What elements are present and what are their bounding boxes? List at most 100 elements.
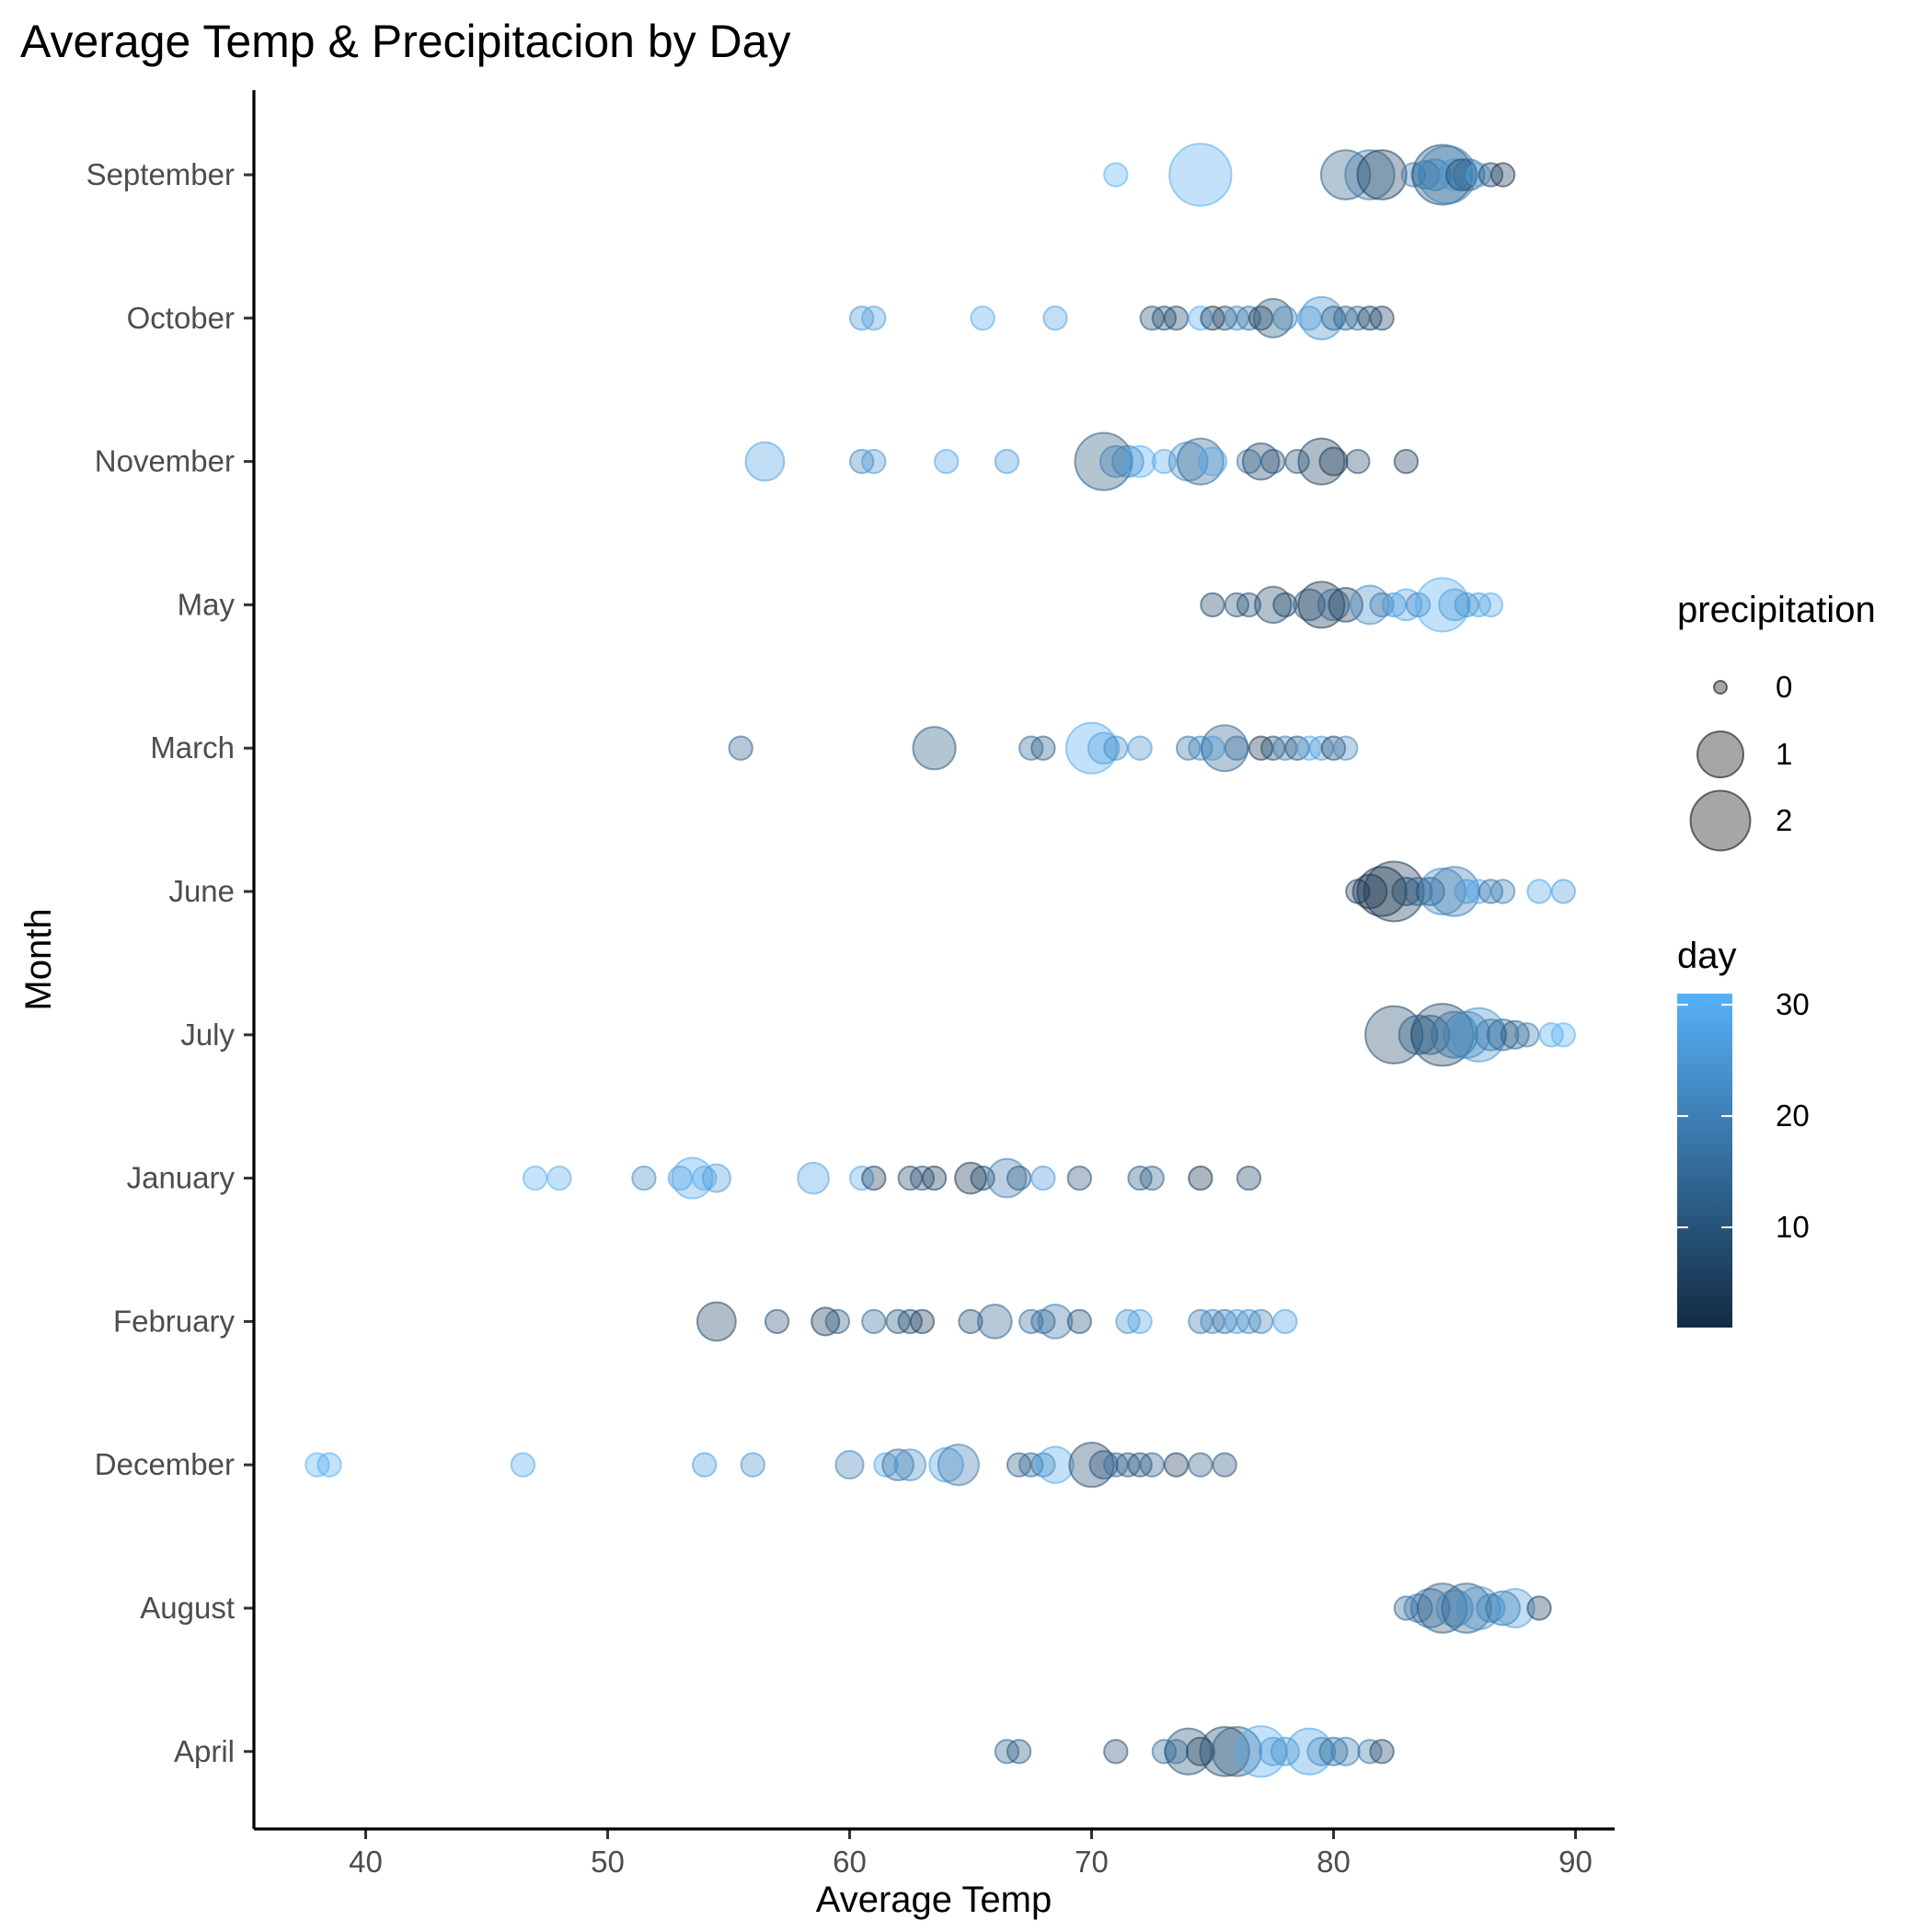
data-point xyxy=(861,448,887,475)
precipitation-legend-label: 0 xyxy=(1776,670,1792,704)
day-legend: day 10 20 30 xyxy=(1677,936,1810,1328)
data-point xyxy=(1356,149,1408,201)
data-point xyxy=(912,726,957,771)
y-axis-title: Month xyxy=(18,908,59,1010)
data-point xyxy=(1139,1165,1165,1191)
data-point xyxy=(1236,592,1262,618)
data-point xyxy=(1006,1165,1032,1191)
data-point xyxy=(1435,1589,1474,1627)
y-tick-label: October xyxy=(127,301,235,335)
data-point xyxy=(873,1452,899,1478)
data-point xyxy=(1066,1165,1093,1191)
data-point xyxy=(1098,444,1133,478)
data-point xyxy=(696,1301,737,1342)
data-point xyxy=(1293,588,1327,622)
data-point xyxy=(1127,1308,1153,1335)
y-tick-label: November xyxy=(95,444,235,478)
data-point xyxy=(1514,1022,1540,1048)
data-point xyxy=(1139,1452,1165,1478)
data-point xyxy=(701,1163,731,1193)
y-tick-label: January xyxy=(127,1161,236,1195)
data-point xyxy=(1431,1010,1478,1059)
precipitation-legend-label: 1 xyxy=(1776,737,1792,771)
data-point xyxy=(1284,448,1310,475)
data-point xyxy=(1318,446,1349,477)
data-point xyxy=(1224,735,1249,761)
x-tick-label: 50 xyxy=(591,1845,625,1879)
data-point xyxy=(1328,587,1364,623)
data-point xyxy=(692,1165,718,1191)
data-point xyxy=(881,1448,914,1482)
data-point xyxy=(1369,305,1395,331)
data-point xyxy=(1111,444,1144,478)
data-point xyxy=(1200,592,1225,618)
data-point xyxy=(934,448,960,475)
data-point xyxy=(1318,1736,1349,1766)
data-point xyxy=(1064,721,1119,775)
data-point xyxy=(1163,1452,1190,1478)
data-point xyxy=(1127,735,1153,761)
data-point xyxy=(1236,1165,1262,1191)
precipitation-legend-label: 2 xyxy=(1776,803,1792,837)
data-point xyxy=(1188,1165,1213,1191)
data-point xyxy=(1272,1308,1298,1335)
data-point xyxy=(1474,1018,1508,1052)
data-point xyxy=(1478,592,1504,618)
chart-title: Average Temp & Precipitacion by Day xyxy=(20,16,790,67)
y-tick-label: July xyxy=(180,1018,235,1052)
data-point xyxy=(824,1308,851,1335)
data-point xyxy=(1438,158,1471,191)
data-point xyxy=(861,1165,887,1191)
data-point xyxy=(1363,860,1425,923)
x-tick-label: 80 xyxy=(1317,1845,1351,1879)
data-point xyxy=(921,1165,948,1191)
data-points xyxy=(305,143,1577,1778)
data-point xyxy=(1494,1588,1535,1628)
x-tick-label: 40 xyxy=(349,1845,383,1879)
data-point xyxy=(1550,879,1577,904)
data-point xyxy=(1068,1442,1115,1489)
day-colorbar-label: 20 xyxy=(1776,1098,1810,1133)
data-point xyxy=(1485,1590,1521,1627)
data-point xyxy=(1123,444,1156,478)
day-colorbar-label: 30 xyxy=(1776,987,1810,1021)
data-point xyxy=(1188,1452,1213,1478)
data-point xyxy=(1272,305,1298,331)
data-point xyxy=(1526,1595,1552,1621)
data-point xyxy=(692,1452,718,1478)
data-point xyxy=(1526,879,1552,904)
data-point xyxy=(1297,437,1346,486)
data-point xyxy=(1260,448,1286,475)
data-point xyxy=(1248,1308,1274,1335)
data-point xyxy=(728,735,753,761)
data-point xyxy=(937,1443,980,1487)
data-point xyxy=(1419,158,1452,191)
data-point xyxy=(1163,305,1190,331)
data-point xyxy=(1074,431,1133,491)
data-point xyxy=(1103,162,1129,188)
data-point xyxy=(893,1448,927,1482)
precipitation-legend: precipitation 0 1 2 xyxy=(1677,590,1876,852)
data-point xyxy=(510,1452,536,1478)
data-point xyxy=(1270,1736,1300,1766)
data-point xyxy=(546,1165,572,1191)
data-point xyxy=(1103,1739,1129,1765)
data-point xyxy=(1306,1736,1337,1766)
x-axis: 40 50 60 70 80 90 xyxy=(349,1829,1593,1879)
precipitation-legend-title: precipitation xyxy=(1677,590,1876,630)
data-point xyxy=(1345,448,1371,475)
x-tick-label: 90 xyxy=(1558,1845,1593,1879)
data-point xyxy=(1199,1726,1250,1777)
day-colorbar xyxy=(1677,994,1732,1328)
data-point xyxy=(1393,448,1420,475)
precipitation-legend-key xyxy=(1689,789,1752,852)
data-point xyxy=(909,1308,936,1335)
precipitation-legend-key xyxy=(1696,730,1744,778)
data-point xyxy=(834,1450,865,1480)
x-axis-title: Average Temp xyxy=(816,1880,1052,1920)
data-point xyxy=(1403,876,1433,907)
data-point xyxy=(764,1308,790,1335)
data-point xyxy=(1212,1452,1237,1478)
data-point xyxy=(316,1452,342,1478)
